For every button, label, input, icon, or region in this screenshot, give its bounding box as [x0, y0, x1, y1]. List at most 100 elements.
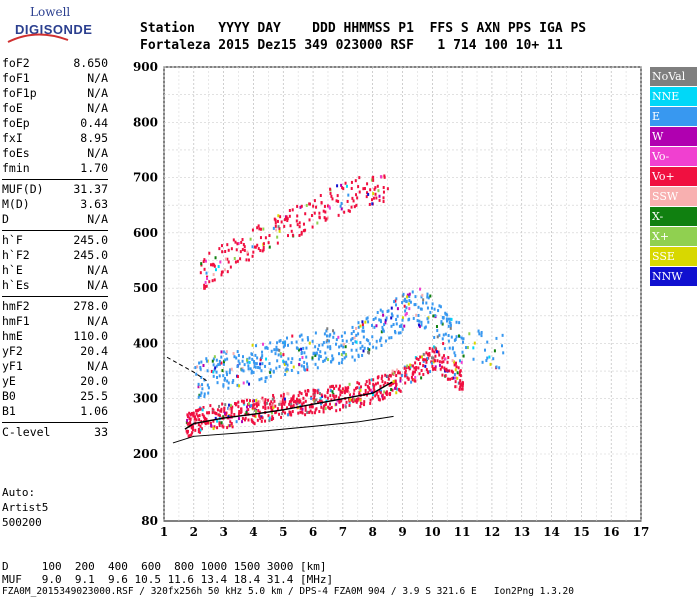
echo-point	[295, 219, 298, 223]
echo-point	[459, 370, 462, 374]
echo-point	[368, 348, 371, 352]
echo-point	[348, 403, 351, 407]
echo-point	[392, 371, 395, 375]
param-name: h`Es	[2, 278, 30, 292]
legend-item-nne: NNE	[650, 87, 697, 107]
echo-point	[384, 373, 387, 377]
echo-point	[243, 248, 246, 252]
echo-point	[340, 344, 343, 348]
echo-point	[446, 313, 449, 317]
echo-point	[418, 323, 421, 327]
echo-point	[330, 398, 333, 402]
echo-point	[296, 346, 299, 350]
echo-point	[444, 368, 447, 372]
echo-point	[226, 270, 229, 274]
echo-point	[229, 420, 232, 424]
echo-point	[219, 260, 222, 264]
echo-point	[201, 383, 204, 387]
echo-point	[310, 214, 313, 218]
echo-point	[322, 209, 325, 213]
echo-point	[202, 414, 205, 418]
echo-point	[284, 368, 287, 372]
echo-point	[404, 369, 407, 373]
echo-point	[204, 416, 207, 420]
echo-point	[297, 348, 300, 352]
echo-point	[258, 227, 261, 231]
echo-point	[313, 351, 316, 355]
echo-point	[395, 387, 398, 391]
echo-point	[378, 198, 381, 202]
footer-muf: MUF 9.0 9.1 9.6 10.5 11.6 13.4 18.4 31.4…	[2, 573, 334, 586]
echo-point	[312, 352, 315, 356]
echo-point	[218, 424, 221, 428]
echo-point	[256, 243, 259, 247]
echo-point	[343, 389, 346, 393]
echo-point	[373, 187, 376, 191]
echo-point	[268, 362, 271, 366]
echo-point	[420, 368, 423, 372]
echo-point	[426, 292, 429, 296]
echo-point	[405, 306, 408, 310]
echo-point	[274, 221, 277, 225]
echo-point	[401, 327, 404, 331]
echo-point	[407, 365, 410, 369]
echo-point	[272, 396, 275, 400]
echo-point	[286, 217, 289, 221]
echo-point	[253, 361, 256, 365]
echo-point	[237, 241, 240, 245]
legend-item-vo: Vo+	[650, 167, 697, 187]
echo-point	[204, 422, 207, 426]
echo-point	[408, 294, 411, 298]
echo-point	[367, 391, 370, 395]
echo-point	[290, 402, 293, 406]
echo-point	[216, 419, 219, 423]
echo-point	[249, 404, 252, 408]
echo-point	[212, 273, 215, 277]
echo-point	[472, 346, 475, 350]
echo-point	[320, 201, 323, 205]
echo-point	[367, 192, 370, 196]
echo-point	[233, 355, 236, 359]
echo-point	[299, 205, 302, 209]
echo-point	[438, 353, 441, 357]
echo-point	[379, 385, 382, 389]
echo-point	[353, 388, 356, 392]
echo-point	[200, 360, 203, 364]
echo-point	[406, 295, 409, 299]
echo-point	[376, 381, 379, 385]
echo-point	[363, 403, 366, 407]
echo-point	[241, 368, 244, 372]
echo-point	[485, 359, 488, 363]
echo-point	[246, 358, 249, 362]
echo-point	[234, 402, 237, 406]
echo-point	[409, 365, 412, 369]
echo-point	[383, 396, 386, 400]
echo-point	[303, 351, 306, 355]
legend-item-nnw: NNW	[650, 267, 697, 287]
echo-point	[453, 372, 456, 376]
echo-point	[317, 388, 320, 392]
echo-point	[461, 387, 464, 391]
echo-point	[398, 371, 401, 375]
echo-point	[432, 345, 435, 349]
echo-point	[348, 382, 351, 386]
echo-point	[257, 409, 260, 413]
echo-point	[222, 360, 225, 364]
echo-point	[351, 355, 354, 359]
echo-point	[401, 318, 404, 322]
echo-point	[257, 247, 260, 251]
echo-point	[345, 184, 348, 188]
echo-point	[197, 408, 200, 412]
echo-point	[251, 419, 254, 423]
param-row: B1 1.06	[2, 404, 108, 419]
echo-point	[372, 386, 375, 390]
echo-point	[247, 258, 250, 262]
echo-point	[411, 364, 414, 368]
param-row: h`F2 245.0	[2, 248, 108, 263]
echo-point	[313, 411, 316, 415]
echo-point	[364, 383, 367, 387]
echo-point	[201, 413, 204, 417]
echo-point	[213, 278, 216, 282]
echo-point	[269, 374, 272, 378]
logo-brand: Lowell	[30, 5, 71, 19]
